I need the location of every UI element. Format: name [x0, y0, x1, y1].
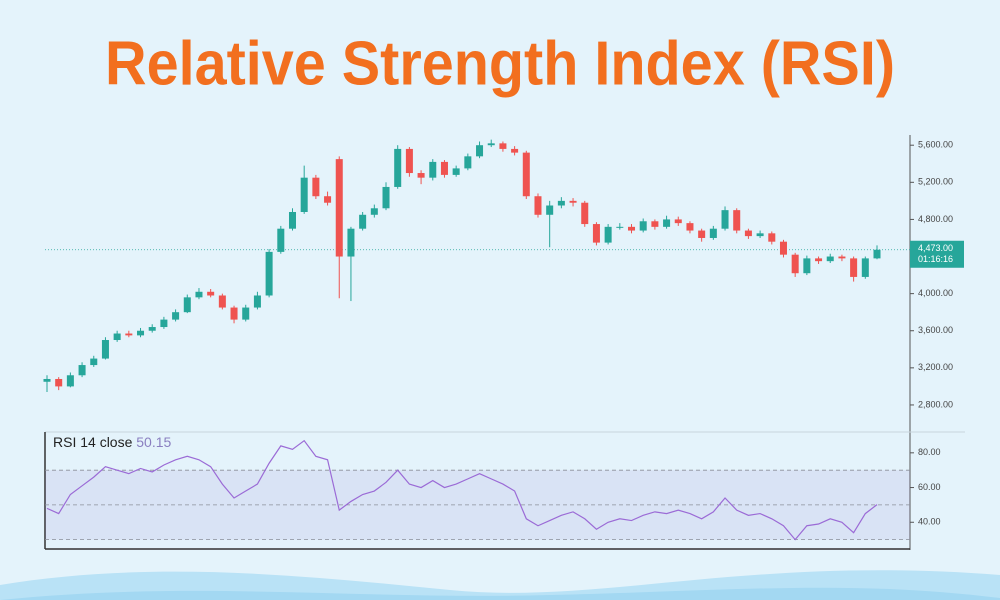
y-tick-label: 5,200.00: [918, 177, 953, 187]
candle-body: [359, 214, 367, 229]
candle-body: [113, 333, 121, 341]
y-tick-label: 3,600.00: [918, 325, 953, 335]
candle-body: [405, 148, 413, 174]
candle-body: [557, 200, 565, 206]
candle-body: [651, 221, 659, 227]
candle-body: [347, 228, 355, 257]
candle-body: [464, 156, 472, 169]
candle-body: [78, 365, 86, 376]
candle-body: [803, 258, 811, 274]
candle-body: [90, 358, 98, 366]
candle-body: [125, 333, 133, 336]
y-tick-label: 80.00: [918, 447, 941, 457]
candle-body: [324, 196, 332, 203]
rsi-title-text: RSI 14 close: [53, 434, 133, 450]
candle-body: [744, 230, 752, 237]
plot: 2,800.003,200.003,600.004,000.004,400.00…: [43, 140, 964, 541]
candle-body: [709, 228, 717, 238]
y-tick-label: 4,800.00: [918, 214, 953, 224]
candle-body: [43, 378, 51, 382]
rsi-title: RSI 14 close 50.15: [53, 434, 172, 450]
candle-body: [417, 173, 425, 178]
candle-body: [253, 295, 261, 308]
candle-body: [815, 258, 823, 262]
candle-body: [616, 226, 624, 228]
candle-body: [791, 254, 799, 274]
candle-body: [230, 307, 238, 320]
candle-body: [218, 295, 226, 308]
candle-body: [300, 177, 308, 212]
candle-body: [207, 291, 215, 296]
candle-body: [66, 375, 74, 387]
candle-body: [382, 186, 390, 209]
y-tick-label: 4,000.00: [918, 288, 953, 298]
candle-body: [312, 177, 320, 197]
candle-body: [569, 200, 577, 203]
y-tick-label: 5,600.00: [918, 140, 953, 150]
countdown: 01:16:16: [918, 254, 953, 264]
candle-body: [511, 148, 519, 153]
candle-body: [826, 256, 834, 262]
candle-body: [183, 297, 191, 313]
candle-body: [394, 148, 402, 187]
candle-body: [663, 219, 671, 227]
candle-body: [277, 228, 285, 252]
candle-body: [628, 226, 636, 231]
rsi-line: [46, 439, 878, 541]
candle-body: [546, 205, 554, 215]
candle-body: [172, 312, 180, 320]
candle-body: [698, 230, 706, 238]
rsi-last-value: 50.15: [136, 434, 171, 450]
y-tick-label: 60.00: [918, 482, 941, 492]
candle-body: [429, 161, 437, 178]
candle-body: [487, 143, 495, 146]
page-title: Relative Strength Index (RSI): [105, 29, 895, 98]
candle-body: [101, 340, 109, 359]
candle-body: [850, 258, 858, 277]
candle-body: [137, 330, 145, 336]
candle-body: [148, 327, 156, 331]
candle-body: [581, 202, 589, 225]
wave: [0, 587, 1000, 600]
candle-body: [160, 319, 168, 328]
candle-body: [370, 208, 378, 215]
last-price-label: 4,473.00: [918, 243, 953, 253]
candle-body: [721, 210, 729, 229]
candle-body: [779, 241, 787, 255]
candle-body: [265, 251, 273, 296]
candle-body: [288, 211, 296, 229]
candle-body: [522, 152, 530, 197]
candle-body: [756, 233, 764, 237]
candle-body: [440, 161, 448, 175]
candle-body: [592, 224, 600, 243]
y-tick-label: 2,800.00: [918, 399, 953, 409]
candle-body: [861, 258, 869, 277]
candle-body: [873, 249, 881, 259]
candle-body: [242, 307, 250, 320]
rsi-band: [45, 470, 910, 540]
candle-body: [195, 291, 203, 298]
candle-body: [768, 233, 776, 242]
candle-body: [686, 223, 694, 231]
candle-body: [499, 143, 507, 149]
candle-body: [674, 219, 682, 224]
candle-body: [335, 159, 343, 257]
candle-body: [838, 256, 846, 259]
y-tick-label: 40.00: [918, 517, 941, 527]
candle-body: [452, 168, 460, 175]
last-price-box: [910, 240, 964, 268]
candle-body: [639, 221, 647, 231]
candle-body: [733, 210, 741, 231]
candle-body: [55, 378, 63, 387]
candle-body: [476, 145, 484, 157]
candle-body: [604, 226, 612, 243]
y-tick-label: 3,200.00: [918, 362, 953, 372]
candle-body: [534, 196, 542, 215]
